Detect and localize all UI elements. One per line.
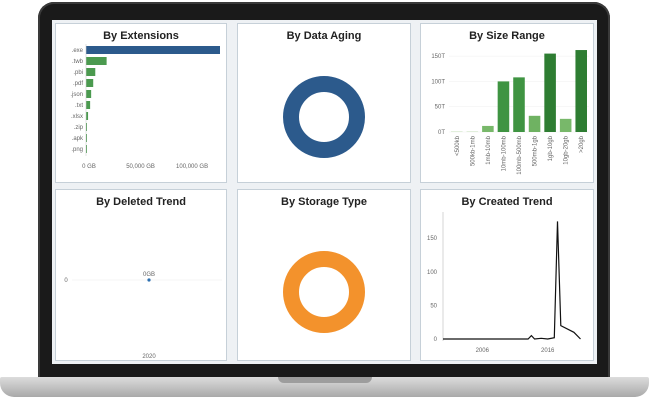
storage-type-panel: By Storage Type (237, 189, 411, 361)
size-range-panel: By Size Range 0T 50T 100T 150T <500kb 500kb-1… (420, 23, 594, 183)
category-label: 500kb-1mb (470, 135, 476, 166)
storage-type-chart (283, 251, 365, 333)
category-label: .exe (72, 48, 84, 54)
category-label: .png (71, 147, 83, 153)
deleted-trend-chart: 0 0GB 2020 (64, 272, 222, 360)
category-label: .zip (74, 125, 84, 131)
extension-bar (86, 145, 87, 153)
x-tick-label: 100,000 GB (176, 164, 208, 170)
category-label: 10mb-100mb (501, 135, 507, 171)
y-tick-label: 150 (427, 236, 438, 242)
category-label: 100mb-500mb (517, 135, 523, 174)
data-aging-title: By Data Aging (286, 30, 362, 42)
y-tick-label: 0T (438, 130, 445, 136)
size-bar (559, 118, 572, 132)
y-tick-label: 0 (64, 278, 68, 284)
category-label: 500mb-1gb (533, 135, 539, 166)
extension-bar (86, 90, 92, 98)
deleted-trend-title: By Deleted Trend (96, 196, 186, 208)
laptop-notch (278, 377, 372, 383)
category-label: .twb (72, 59, 84, 65)
x-tick-label: 2006 (476, 348, 490, 354)
extension-bar (86, 79, 94, 87)
size-bar (466, 131, 479, 132)
category-label: .json (70, 92, 83, 98)
donut-slice (283, 251, 365, 333)
size-bar (451, 131, 463, 132)
laptop-base (0, 377, 649, 397)
point-label: 0GB (143, 272, 155, 278)
data-aging-chart (283, 76, 365, 158)
extensions-panel: By Extensions .exe .twb .pbi .pdf .json .txt.… (55, 23, 227, 183)
size-bar (482, 125, 494, 132)
category-label: 10gb-20gb (564, 135, 570, 164)
category-label: 1mb-10mb (486, 135, 492, 164)
size-bar (513, 77, 525, 132)
extension-bar (86, 57, 107, 65)
extensions-title: By Extensions (103, 30, 179, 42)
x-tick-label: 0 GB (82, 164, 96, 170)
category-label: 1gb-10gb (548, 135, 554, 161)
created-trend-chart: 0 50 100 150 2006 2016 (427, 212, 581, 354)
extension-bar (86, 46, 220, 54)
size-bar (528, 115, 541, 132)
category-label: .pbi (73, 70, 83, 76)
trend-line (443, 221, 581, 340)
created-trend-title: By Created Trend (461, 196, 553, 208)
size-range-title: By Size Range (469, 30, 545, 42)
extension-bar (86, 101, 91, 109)
size-bar (497, 81, 510, 132)
size-bar (575, 50, 587, 132)
category-label: >20gb (579, 135, 585, 153)
category-label: .xlsx (71, 114, 83, 120)
extension-bar (86, 112, 89, 120)
category-label: <500kb (455, 135, 461, 156)
y-tick-label: 50 (430, 303, 437, 309)
storage-type-title: By Storage Type (281, 196, 367, 208)
y-tick-label: 50T (435, 105, 446, 111)
deleted-trend-panel: By Deleted Trend 0 0GB 2020 (55, 189, 227, 361)
y-tick-label: 100 (427, 270, 438, 276)
size-bar (544, 53, 556, 132)
y-tick-label: 150T (431, 54, 445, 60)
dashboard-screen: By Extensions .exe .twb .pbi .pdf .json .txt.… (52, 20, 597, 364)
donut-slice (283, 76, 365, 158)
y-tick-label: 0 (434, 337, 438, 343)
extension-bar (86, 134, 87, 142)
extension-bar (86, 123, 87, 131)
created-trend-panel: By Created Trend 0 50 100 150 2006 2016 (420, 189, 594, 361)
category-label: .apk (72, 136, 84, 142)
category-label: .txt (75, 103, 83, 109)
size-range-chart: 0T 50T 100T 150T <500kb 500kb-1mb 1mb-10mb 10mb… (431, 50, 589, 175)
y-tick-label: 100T (431, 79, 445, 85)
x-tick-label: 2020 (142, 354, 156, 360)
category-label: .pdf (73, 81, 83, 87)
extension-bar (86, 68, 96, 76)
x-tick-label: 50,000 GB (126, 164, 155, 170)
extensions-chart: .exe .twb .pbi .pdf .json .txt .xlsx .zip .apk .p… (70, 44, 220, 170)
data-aging-panel: By Data Aging (237, 23, 411, 183)
data-point (147, 278, 151, 282)
x-tick-label: 2016 (541, 348, 555, 354)
